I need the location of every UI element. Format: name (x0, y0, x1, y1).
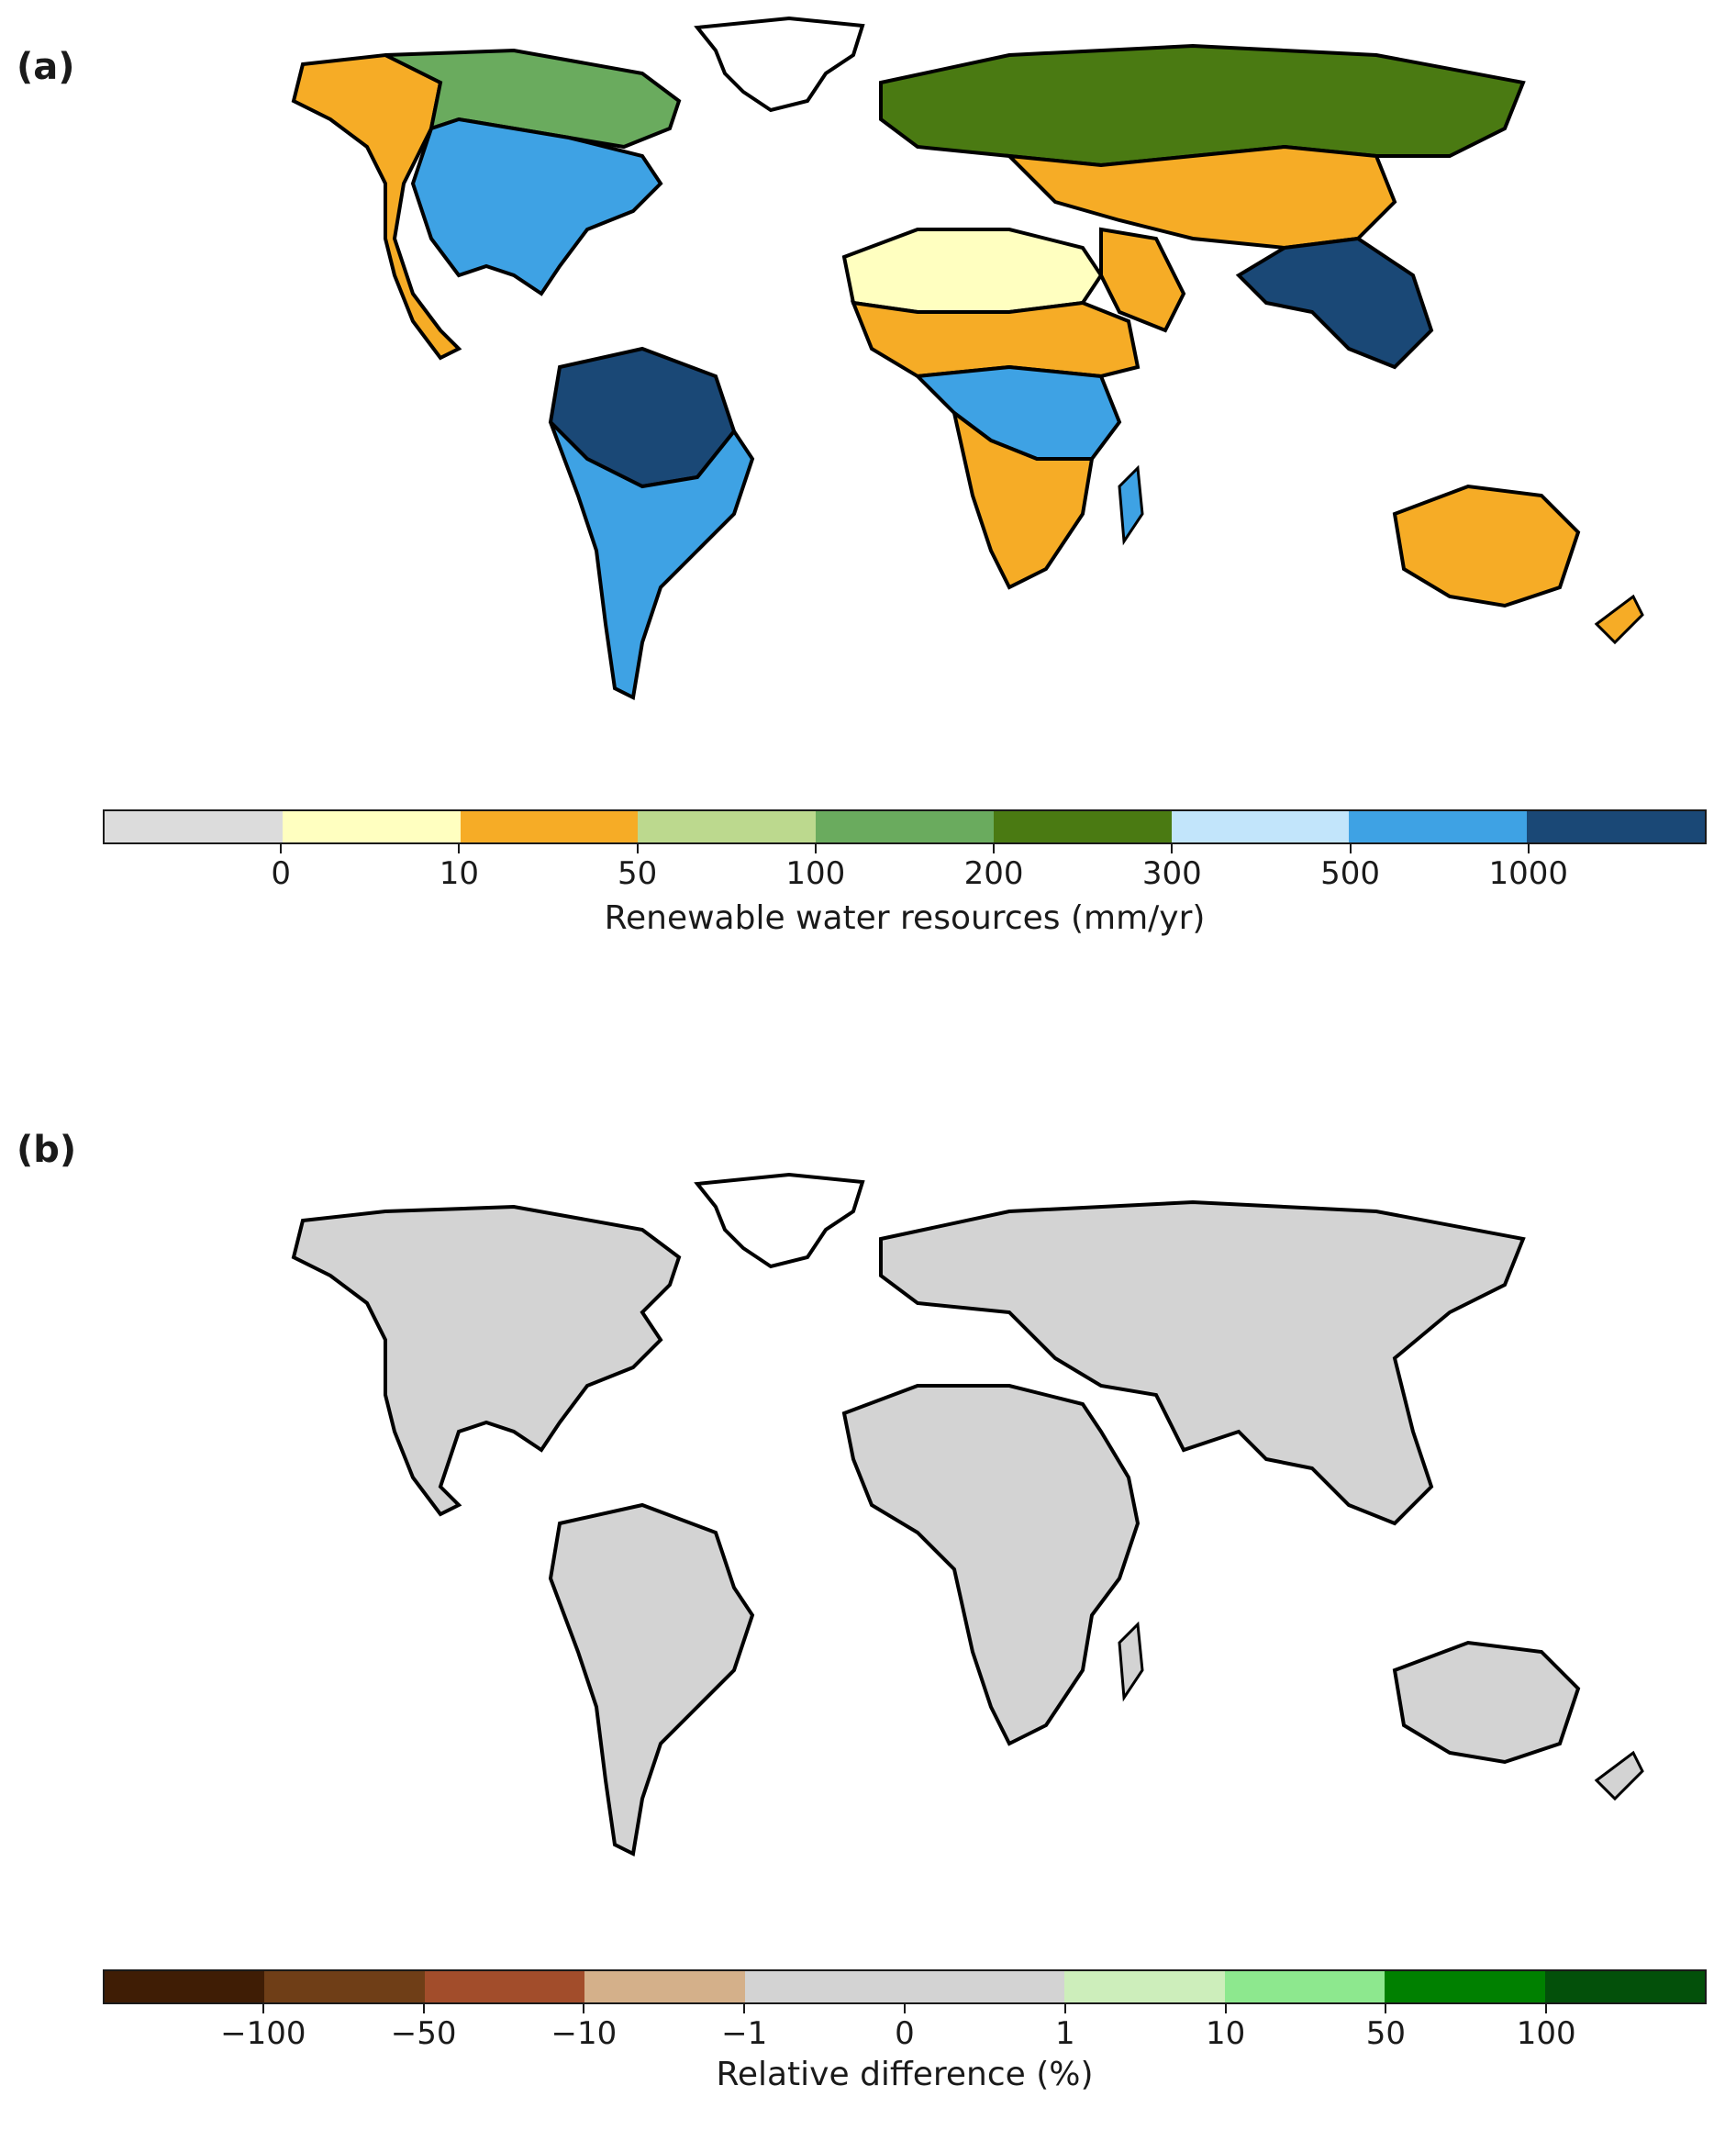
greenland (694, 16, 865, 113)
colorbar-a-ticks: 0 10 50 100 200 300 500 1000 (103, 844, 1707, 892)
australia (1392, 1640, 1581, 1765)
colorbar-b-tick-label: −100 (220, 2015, 306, 2052)
colorbar-b-tick-label: 0 (895, 2015, 915, 2052)
colorbar-b-tick (1063, 2004, 1066, 2013)
colorbar-b-title: Relative difference (%) (716, 2056, 1094, 2093)
colorbar-a-tick (636, 844, 639, 853)
colorbar-b-tick-label: 10 (1205, 2015, 1246, 2052)
central-asia (1004, 144, 1397, 251)
colorbar-a-segment (1349, 811, 1528, 842)
colorbar-b-tick-label: −10 (551, 2015, 618, 2052)
colorbar-a-tick (1527, 844, 1530, 853)
map-relative-difference (291, 1172, 1644, 1857)
map-b-land (291, 1172, 1644, 1857)
new-zealand (1594, 1750, 1644, 1801)
arabia (1099, 227, 1186, 333)
colorbar-a-segment (638, 811, 817, 842)
colorbar-b-segment (1224, 1971, 1385, 2002)
colorbar-a-segment (816, 811, 994, 842)
colorbar-b (103, 1969, 1707, 2004)
africa (841, 1384, 1141, 1746)
colorbar-a-tick (993, 844, 996, 853)
south-america (549, 420, 755, 700)
colorbar-b-tick-label: 1 (1054, 2015, 1075, 2052)
colorbar-b-tick-label: −50 (390, 2015, 457, 2052)
south-america (548, 1502, 755, 1857)
colorbar-a-tick (814, 844, 817, 853)
colorbar-b-tick-label: −1 (721, 2015, 768, 2052)
colorbar-a-tick (280, 844, 283, 853)
colorbar-b-tick (583, 2004, 585, 2013)
colorbar-b-segment (744, 1971, 906, 2002)
colorbar-b-segment (1385, 1971, 1545, 2002)
colorbar-a-tick-label: 300 (1141, 855, 1202, 892)
madagascar (1118, 1621, 1144, 1702)
colorbar-b-tick (904, 2004, 906, 2013)
colorbar-a-tick (458, 844, 461, 853)
colorbar-b-tick-label: 50 (1365, 2015, 1407, 2052)
colorbar-b-tick (743, 2004, 746, 2013)
colorbar-a-segment (460, 811, 639, 842)
colorbar-a-tick (1171, 844, 1174, 853)
colorbar-b-segment (584, 1971, 745, 2002)
australia (1392, 484, 1581, 608)
colorbar-a-title: Renewable water resources (mm/yr) (604, 899, 1206, 937)
colorbar-b-tick (422, 2004, 425, 2013)
colorbar-b-segment (1064, 1971, 1225, 2002)
north-america (291, 1204, 682, 1517)
colorbar-b-tick (262, 2004, 264, 2013)
colorbar-a-tick-label: 500 (1320, 855, 1380, 892)
greenland (694, 1172, 865, 1269)
colorbar-b-segment (105, 1971, 265, 2002)
colorbar-a (103, 809, 1707, 844)
colorbar-b-tick-label: 100 (1516, 2015, 1576, 2052)
colorbar-b-tick (1224, 2004, 1227, 2013)
colorbar-b-segment (264, 1971, 425, 2002)
sahel (850, 300, 1141, 379)
panel-b-label: (b) (17, 1129, 77, 1171)
panel-a-label: (a) (17, 46, 75, 88)
colorbar-a-segment (993, 811, 1172, 842)
colorbar-a-segment (1527, 811, 1706, 842)
colorbar-a-tick-label: 100 (785, 855, 846, 892)
colorbar-a-tick-label: 10 (439, 855, 480, 892)
south-east-asia (1235, 236, 1434, 370)
colorbar-a-tick-label: 0 (271, 855, 292, 892)
colorbar-a-tick-label: 1000 (1488, 855, 1569, 892)
map-renewable-water (291, 16, 1644, 700)
colorbar-a-tick-label: 50 (618, 855, 658, 892)
canada (384, 48, 682, 150)
madagascar (1118, 464, 1144, 546)
colorbar-b-segment (905, 1971, 1065, 2002)
colorbar-b-tick (1545, 2004, 1548, 2013)
colorbar-a-segment (282, 811, 461, 842)
colorbar-b-ticks: −100 −50 −10 −1 0 1 10 50 100 (103, 2004, 1707, 2052)
new-zealand (1594, 594, 1644, 645)
north-america-east (410, 117, 663, 296)
colorbar-a-segment (105, 811, 283, 842)
central-africa (913, 364, 1122, 461)
colorbar-b-tick (1385, 2004, 1387, 2013)
southern-africa (951, 408, 1095, 590)
colorbar-b-segment (1544, 1971, 1706, 2002)
colorbar-b-segment (424, 1971, 585, 2002)
map-a-land (291, 16, 1644, 700)
colorbar-a-segment (1171, 811, 1350, 842)
siberia (879, 43, 1526, 168)
eurasia (879, 1199, 1526, 1526)
sahara (841, 228, 1104, 314)
colorbar-a-tick-label: 200 (963, 855, 1024, 892)
colorbar-a-tick (1349, 844, 1352, 853)
